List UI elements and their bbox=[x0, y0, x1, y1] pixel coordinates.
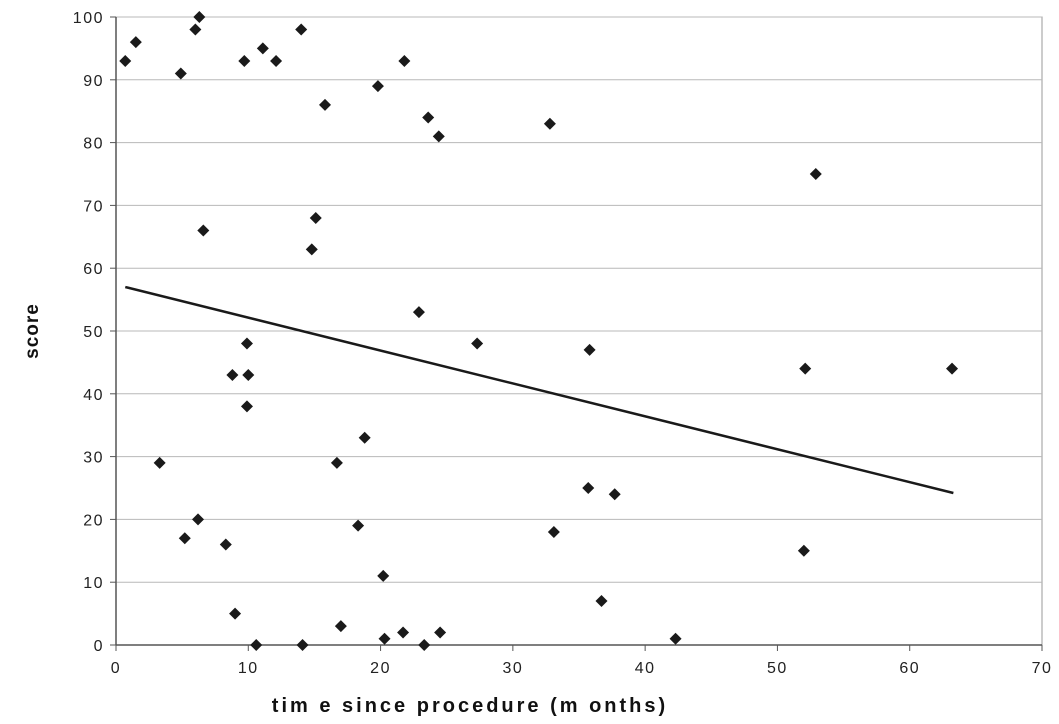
data-point bbox=[398, 54, 411, 67]
data-point bbox=[547, 525, 560, 538]
data-point bbox=[797, 544, 810, 557]
data-point bbox=[192, 513, 205, 526]
data-point bbox=[582, 482, 595, 494]
data-point bbox=[174, 67, 187, 80]
data-point bbox=[193, 11, 206, 23]
data-point bbox=[471, 337, 484, 350]
data-point bbox=[422, 111, 435, 124]
data-point bbox=[238, 54, 251, 67]
data-point bbox=[219, 538, 232, 551]
y-tick-label: 90 bbox=[83, 73, 104, 90]
y-tick-label: 40 bbox=[83, 387, 104, 404]
x-tick-label: 0 bbox=[111, 660, 121, 677]
y-tick-label: 60 bbox=[83, 261, 104, 278]
data-point bbox=[295, 23, 308, 36]
data-point bbox=[358, 431, 371, 444]
data-point bbox=[377, 569, 390, 582]
data-points bbox=[119, 11, 959, 651]
x-tick-label: 10 bbox=[238, 660, 259, 677]
gridlines bbox=[116, 16, 1042, 583]
x-tick-label: 40 bbox=[635, 660, 656, 677]
data-point bbox=[330, 456, 343, 469]
y-tick-label: 70 bbox=[83, 198, 104, 215]
y-tick-label: 20 bbox=[83, 512, 104, 529]
y-tick-label: 80 bbox=[83, 136, 104, 153]
data-point bbox=[178, 532, 191, 545]
y-tick-label: 100 bbox=[73, 10, 104, 27]
y-axis-title: score bbox=[22, 303, 43, 359]
data-point bbox=[270, 54, 283, 67]
y-tick-label: 30 bbox=[83, 450, 104, 467]
data-point bbox=[334, 620, 347, 633]
data-point bbox=[226, 368, 239, 381]
y-tick-label: 10 bbox=[83, 575, 104, 592]
data-point bbox=[240, 400, 253, 413]
data-point bbox=[189, 23, 202, 36]
data-point bbox=[296, 639, 309, 651]
data-point bbox=[595, 595, 608, 608]
trendline bbox=[124, 285, 954, 495]
data-point bbox=[305, 243, 318, 256]
x-tick-label: 50 bbox=[767, 660, 788, 677]
data-point bbox=[153, 456, 166, 469]
data-point bbox=[809, 168, 822, 180]
data-point bbox=[352, 519, 365, 532]
data-point bbox=[583, 343, 596, 356]
data-point bbox=[197, 224, 210, 237]
data-point bbox=[309, 211, 322, 224]
data-point bbox=[250, 639, 263, 651]
x-tick-label: 20 bbox=[370, 660, 391, 677]
data-point bbox=[240, 337, 253, 350]
x-tick-label: 70 bbox=[1032, 660, 1053, 677]
data-point bbox=[119, 54, 132, 67]
y-tick-labels: 0 10 20 30 40 50 60 70 80 90 100 bbox=[73, 10, 116, 655]
data-point bbox=[418, 639, 431, 651]
x-tick-label: 30 bbox=[502, 660, 523, 677]
data-point bbox=[669, 632, 682, 645]
data-point bbox=[378, 632, 391, 645]
x-tick-labels: 0 10 20 30 40 50 60 70 bbox=[111, 645, 1053, 677]
data-point bbox=[412, 306, 425, 319]
data-point bbox=[432, 130, 445, 143]
x-tick-label: 60 bbox=[899, 660, 920, 677]
trendline-group bbox=[124, 285, 954, 495]
data-point bbox=[242, 368, 255, 381]
data-point bbox=[397, 626, 410, 639]
data-point bbox=[543, 117, 556, 130]
data-point bbox=[319, 98, 332, 111]
data-point bbox=[371, 80, 384, 93]
y-tick-label: 0 bbox=[94, 638, 104, 655]
data-point bbox=[608, 488, 621, 501]
y-tick-label: 50 bbox=[83, 324, 104, 341]
data-point bbox=[799, 362, 812, 375]
data-point bbox=[256, 42, 269, 55]
x-axis-title: tim e since procedure (m onths) bbox=[272, 695, 668, 717]
data-point bbox=[946, 362, 959, 375]
data-point bbox=[129, 36, 142, 49]
data-point bbox=[434, 626, 447, 639]
data-point bbox=[229, 607, 242, 620]
